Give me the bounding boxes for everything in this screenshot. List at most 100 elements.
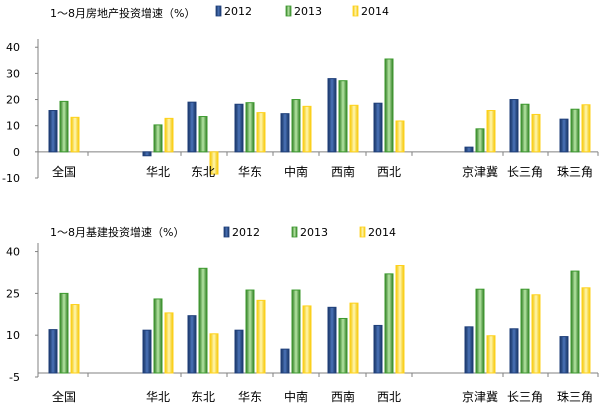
legend-label-2013: 2013 (300, 226, 328, 239)
bar-2013-0 (59, 100, 69, 153)
bar-2014-0 (70, 304, 80, 374)
bar-2013-2 (153, 298, 163, 374)
bar-2014-5 (302, 105, 312, 153)
bar-2014-7 (395, 120, 405, 153)
bar-2012-9 (464, 326, 474, 374)
bar-2014-6 (349, 104, 359, 153)
bar-2012-7 (373, 102, 383, 153)
bar-2014-4 (256, 299, 266, 374)
bar-2014-11 (581, 287, 591, 374)
bar-2012-2 (142, 151, 152, 157)
bar-2013-9 (475, 288, 485, 374)
bar-2012-11 (559, 118, 569, 153)
bar-2013-5 (291, 99, 301, 153)
bar-2013-10 (520, 103, 530, 153)
x-tick-label: 全国 (52, 164, 76, 179)
x-tick-label: 京津冀 (462, 165, 498, 179)
x-tick-label: 西南 (331, 389, 355, 404)
bar-2012-0 (48, 329, 58, 374)
bar-2013-7 (384, 58, 394, 153)
bar-2014-0 (70, 116, 80, 153)
y-tick-label: 0 (13, 146, 20, 159)
bar-2013-9 (475, 128, 485, 153)
bar-2014-2 (164, 312, 174, 374)
x-tick-label: 东北 (191, 165, 215, 179)
y-tick-label: 20 (6, 94, 20, 107)
x-tick-label: 全国 (52, 389, 76, 404)
bar-2012-5 (280, 348, 290, 374)
bar-2014-11 (581, 104, 591, 153)
y-tick-label: 25 (6, 287, 20, 300)
bar-2012-0 (48, 110, 58, 153)
bar-2012-10 (509, 99, 519, 153)
y-tick-label: -10 (2, 172, 20, 185)
y-tick-label: -5 (9, 371, 20, 384)
bar-2014-2 (164, 117, 174, 153)
y-tick-label: 30 (6, 67, 20, 80)
bar-2013-7 (384, 273, 394, 374)
bar-2012-6 (327, 306, 337, 374)
y-tick-label: 10 (6, 329, 20, 342)
bar-2014-3 (209, 151, 219, 175)
x-tick-label: 西南 (331, 164, 355, 179)
y-tick-label: 40 (6, 41, 20, 54)
bar-2012-4 (234, 329, 244, 374)
legend-swatch-2012 (215, 5, 222, 17)
bar-2014-5 (302, 305, 312, 374)
bar-2012-3 (187, 101, 197, 153)
bar-2014-9 (486, 335, 496, 374)
x-tick-label: 西北 (377, 390, 401, 404)
bar-2012-7 (373, 324, 383, 374)
y-tick-label: 10 (6, 120, 20, 133)
bar-2013-4 (245, 102, 255, 153)
legend-swatch-2014 (359, 226, 366, 238)
x-tick-label: 西北 (377, 165, 401, 179)
x-tick-label: 珠三角 (557, 390, 593, 404)
legend-label-2014: 2014 (368, 226, 396, 239)
legend-label-2012: 2012 (224, 5, 252, 18)
x-tick-label: 长三角 (507, 390, 543, 404)
bar-2012-9 (464, 146, 474, 153)
x-tick-label: 京津冀 (462, 390, 498, 404)
bar-2012-10 (509, 328, 519, 374)
x-tick-label: 珠三角 (557, 165, 593, 179)
bar-2012-4 (234, 103, 244, 153)
infrastructure-investment-chart: 1～8月基建投资增速（%） 2012 2013 2014 -5 10 25 40 全国 华北 东北 华… (6, 225, 599, 404)
legend-label-2014: 2014 (361, 5, 389, 18)
bar-2014-10 (531, 294, 541, 374)
chart-title: 1～8月房地产投资增速（%） (50, 6, 195, 20)
x-tick-label: 华东 (238, 390, 262, 404)
x-tick-label: 东北 (191, 390, 215, 404)
bar-2014-9 (486, 110, 496, 153)
bar-2014-6 (349, 302, 359, 374)
y-tick-label: 40 (6, 246, 20, 259)
bar-2014-3 (209, 333, 219, 374)
legend-swatch-2013 (285, 5, 292, 17)
real-estate-investment-chart: 1～8月房地产投资增速（%） 2012 2013 2014 -10 0 10 20 30 40 全国… (2, 5, 599, 185)
bar-2014-10 (531, 113, 541, 153)
bar-2014-4 (256, 112, 266, 153)
chart-title: 1～8月基建投资增速（%） (50, 225, 184, 239)
x-tick-label: 华东 (238, 165, 262, 179)
bar-2012-3 (187, 315, 197, 374)
bar-2013-6 (338, 317, 348, 374)
bar-2013-3 (198, 267, 208, 374)
bar-2013-0 (59, 292, 69, 374)
bar-2012-6 (327, 78, 337, 153)
legend-swatch-2013 (291, 226, 298, 238)
bar-2013-5 (291, 289, 301, 374)
legend-label-2013: 2013 (294, 5, 322, 18)
bar-2014-7 (395, 265, 405, 374)
x-tick-label: 中南 (284, 164, 308, 179)
bar-2013-4 (245, 289, 255, 374)
bar-2013-11 (570, 270, 580, 374)
bar-2013-2 (153, 124, 163, 153)
x-tick-label: 中南 (284, 389, 308, 404)
bar-2012-11 (559, 336, 569, 374)
bar-2013-6 (338, 80, 348, 153)
x-tick-label: 华北 (146, 165, 170, 179)
bar-2013-10 (520, 288, 530, 374)
x-tick-label: 长三角 (507, 165, 543, 179)
bar-2013-11 (570, 108, 580, 153)
